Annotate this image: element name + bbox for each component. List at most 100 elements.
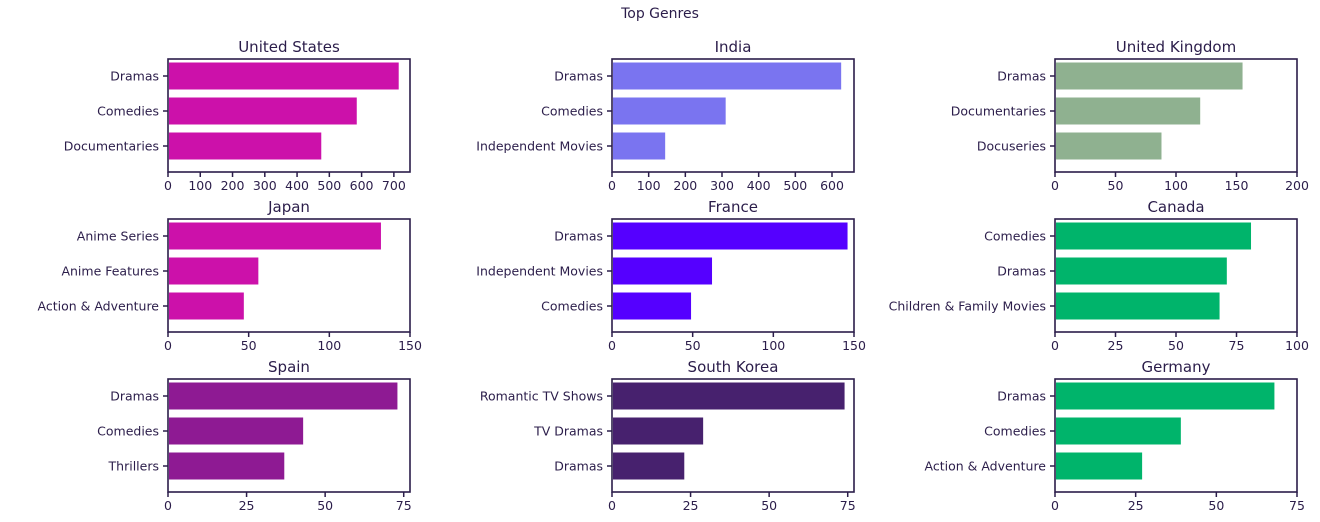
x-tick-label: 500	[783, 178, 807, 193]
plot-frame	[167, 378, 411, 493]
bar	[1056, 417, 1181, 445]
bar	[169, 132, 322, 160]
category-label: Comedies	[97, 104, 159, 119]
x-tick-label: 25	[1128, 498, 1144, 513]
subplot-france: France Dramas Independent Movies Comedies 0 5…	[476, 198, 866, 353]
x-tick-label: 50	[1168, 338, 1184, 353]
bar	[169, 382, 398, 410]
x-tick-label: 150	[1225, 178, 1249, 193]
x-tick-label: 0	[1051, 178, 1059, 193]
subplot-spain: Spain Dramas Comedies Thrillers 0 25 50 75	[97, 358, 412, 513]
bar	[1056, 257, 1227, 285]
category-label: Comedies	[541, 299, 603, 314]
category-label: Dramas	[997, 389, 1046, 404]
category-label: Comedies	[984, 424, 1046, 439]
bar	[1056, 132, 1162, 160]
x-tick-label: 400	[747, 178, 771, 193]
category-label: Documentaries	[951, 104, 1046, 119]
x-tick-label: 500	[317, 178, 341, 193]
subplot-title: Japan	[267, 198, 310, 216]
category-label: Anime Series	[77, 229, 159, 244]
x-tick-label: 50	[317, 498, 333, 513]
category-label: Independent Movies	[476, 139, 603, 154]
category-label: Dramas	[110, 389, 159, 404]
bar	[169, 417, 304, 445]
bar	[169, 222, 381, 250]
bar	[613, 292, 692, 320]
subplot-title: India	[715, 38, 752, 56]
plot-frame	[167, 218, 411, 333]
plot-frame	[167, 58, 411, 173]
category-label: Documentaries	[64, 139, 159, 154]
category-label: Thrillers	[108, 459, 159, 474]
x-tick-label: 50	[685, 338, 701, 353]
x-tick-label: 75	[396, 498, 412, 513]
subplot-united-states: United States Dramas Comedies Documentaries…	[64, 38, 411, 193]
category-label: Dramas	[997, 264, 1046, 279]
x-tick-label: 150	[398, 338, 422, 353]
x-tick-label: 150	[842, 338, 866, 353]
bar	[169, 97, 357, 125]
category-label: Dramas	[554, 229, 603, 244]
subplot-title: Spain	[268, 358, 310, 376]
x-tick-label: 0	[164, 338, 172, 353]
subplot-title: South Korea	[688, 358, 779, 376]
category-label: Docuseries	[977, 139, 1046, 154]
x-tick-label: 0	[164, 178, 172, 193]
x-tick-label: 200	[221, 178, 245, 193]
subplot-canada: Canada Comedies Dramas Children & Family Mo…	[889, 198, 1309, 353]
x-tick-label: 300	[253, 178, 277, 193]
x-tick-label: 75	[840, 498, 856, 513]
category-label: Romantic TV Shows	[480, 389, 603, 404]
bar	[169, 62, 399, 90]
x-tick-label: 100	[637, 178, 661, 193]
subplot-title: United Kingdom	[1116, 38, 1236, 56]
category-label: Anime Features	[61, 264, 159, 279]
subplot-title: United States	[238, 38, 340, 56]
x-tick-label: 50	[1208, 498, 1224, 513]
subplot-title: Germany	[1142, 358, 1211, 376]
x-tick-label: 200	[1285, 178, 1309, 193]
bar	[613, 62, 842, 90]
bar	[1056, 452, 1143, 480]
category-label: Children & Family Movies	[889, 299, 1046, 314]
bar	[1056, 62, 1243, 90]
bar	[1056, 222, 1252, 250]
x-tick-label: 25	[1108, 338, 1124, 353]
x-tick-label: 200	[673, 178, 697, 193]
figure-title: Top Genres	[621, 6, 699, 22]
subplot-title: Canada	[1147, 198, 1204, 216]
category-label: TV Dramas	[533, 424, 603, 439]
category-label: Dramas	[997, 69, 1046, 84]
category-label: Comedies	[97, 424, 159, 439]
subplot-germany: Germany Dramas Comedies Action & Adventure 0…	[925, 358, 1305, 513]
x-tick-label: 600	[820, 178, 844, 193]
bar	[169, 452, 285, 480]
x-tick-label: 100	[188, 178, 212, 193]
category-label: Comedies	[984, 229, 1046, 244]
x-tick-label: 100	[317, 338, 341, 353]
plot-frame	[611, 218, 855, 333]
bar	[613, 452, 685, 480]
x-tick-label: 0	[1051, 338, 1059, 353]
x-tick-label: 700	[382, 178, 406, 193]
category-label: Comedies	[541, 104, 603, 119]
x-tick-label: 100	[1285, 338, 1309, 353]
x-tick-label: 0	[608, 178, 616, 193]
x-tick-label: 0	[1051, 498, 1059, 513]
x-tick-label: 75	[1229, 338, 1245, 353]
x-tick-label: 0	[608, 498, 616, 513]
subplot-japan: Japan Anime Series Anime Features Action & …	[38, 198, 422, 353]
x-tick-label: 50	[241, 338, 257, 353]
category-label: Dramas	[554, 69, 603, 84]
bar	[169, 257, 259, 285]
category-label: Action & Adventure	[38, 299, 160, 314]
x-tick-label: 50	[1108, 178, 1124, 193]
category-label: Action & Adventure	[925, 459, 1047, 474]
x-tick-label: 75	[1289, 498, 1305, 513]
category-label: Dramas	[554, 459, 603, 474]
x-tick-label: 0	[164, 498, 172, 513]
x-tick-label: 25	[683, 498, 699, 513]
subplot-south-korea: South Korea Romantic TV Shows TV Dramas Dra…	[480, 358, 856, 513]
